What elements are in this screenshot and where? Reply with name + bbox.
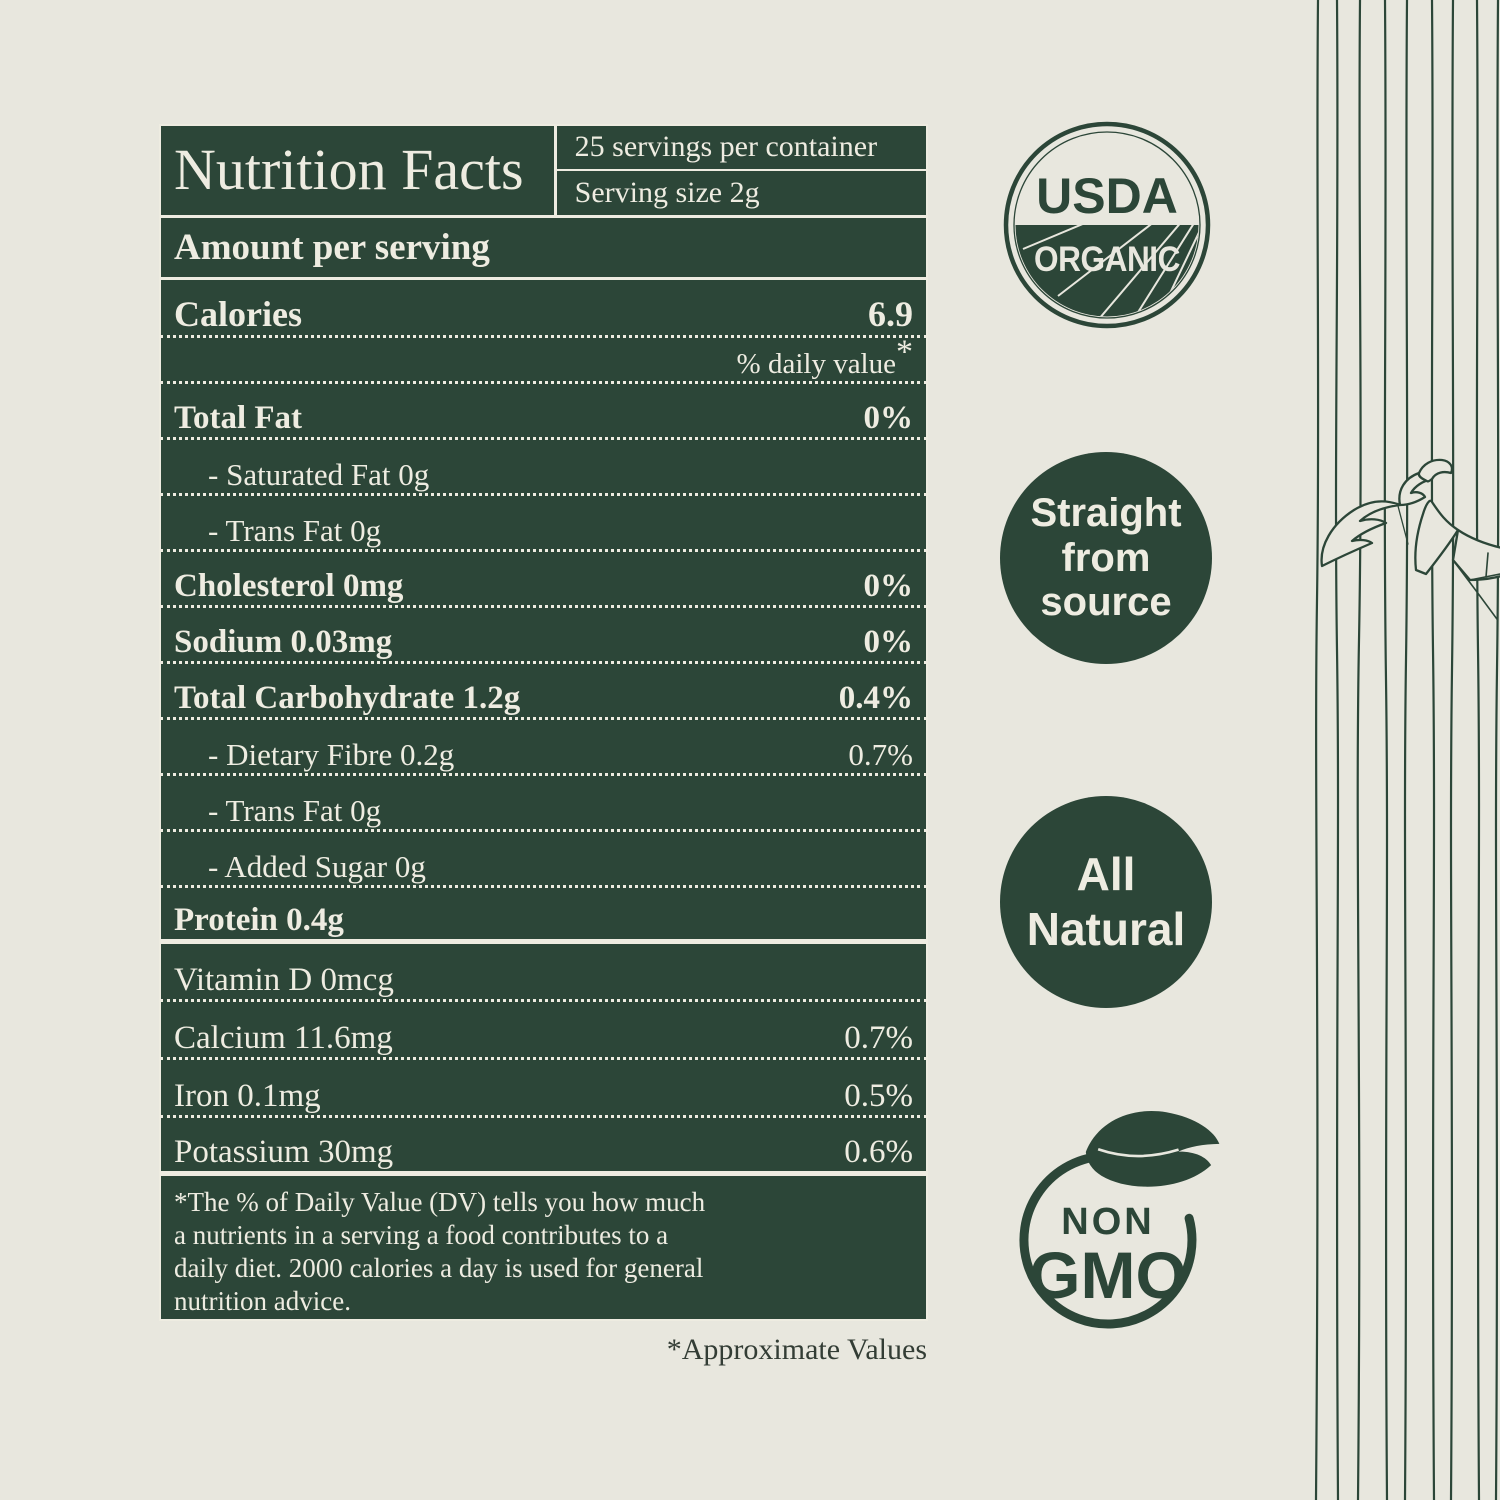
svg-text:GMO: GMO: [1029, 1238, 1187, 1312]
svg-text:NON: NON: [1061, 1201, 1154, 1243]
